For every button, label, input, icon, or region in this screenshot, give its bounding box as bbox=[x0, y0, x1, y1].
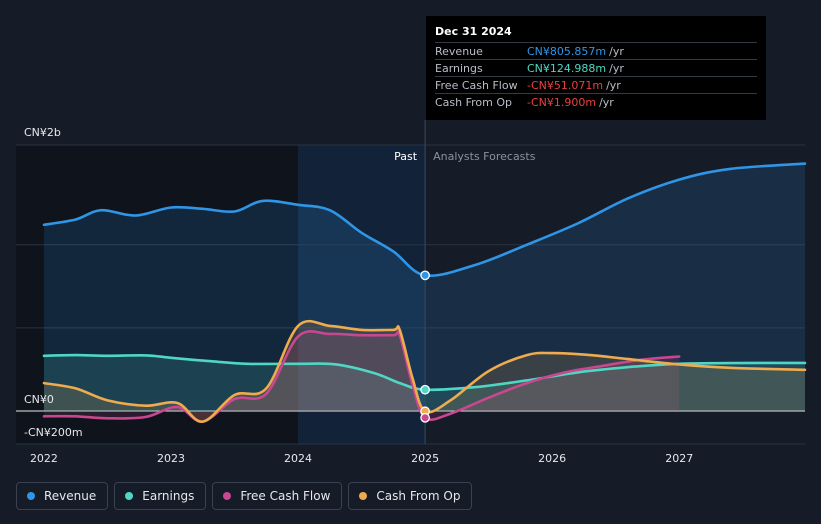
tooltip-row-free-cash-flow: Free Cash Flow -CN¥51.071m/yr bbox=[435, 76, 757, 94]
legend-label: Earnings bbox=[142, 489, 195, 503]
tooltip-value: CN¥805.857m bbox=[527, 45, 607, 58]
tooltip-label: Cash From Op bbox=[435, 96, 513, 109]
chart-legend: Revenue Earnings Free Cash Flow Cash Fro… bbox=[16, 482, 473, 512]
legend-item-cash-from-op[interactable]: Cash From Op bbox=[348, 482, 473, 510]
free-cash-flow-line bbox=[42, 330, 681, 423]
y-axis-label: CN¥0 bbox=[24, 393, 54, 406]
tooltip-label: Revenue bbox=[435, 45, 483, 58]
earnings-marker bbox=[420, 384, 430, 395]
tooltip-row-cash-from-op: Cash From Op -CN¥1.900m/yr bbox=[435, 93, 757, 111]
x-tick-label: 2024 bbox=[284, 452, 312, 465]
legend-item-earnings[interactable]: Earnings bbox=[114, 482, 207, 510]
free-cash-flow-marker bbox=[420, 412, 430, 423]
legend-label: Cash From Op bbox=[376, 489, 461, 503]
tooltip-label: Free Cash Flow bbox=[435, 79, 518, 92]
free-cash-flow-area bbox=[44, 331, 680, 422]
tooltip-row-earnings: Earnings CN¥124.988m/yr bbox=[435, 59, 757, 77]
past-label: Past bbox=[394, 150, 418, 163]
x-tick-label: 2026 bbox=[538, 452, 566, 465]
earnings-line bbox=[42, 353, 807, 392]
tooltip-unit: /yr bbox=[609, 45, 624, 58]
data-tooltip: Dec 31 2024 Revenue CN¥805.857m/yr Earni… bbox=[426, 16, 766, 120]
tooltip-unit: /yr bbox=[606, 79, 621, 92]
tooltip-unit: /yr bbox=[599, 96, 614, 109]
tooltip-unit: /yr bbox=[609, 62, 624, 75]
legend-item-revenue[interactable]: Revenue bbox=[16, 482, 109, 510]
tooltip-date: Dec 31 2024 bbox=[435, 25, 512, 38]
revenue-marker bbox=[420, 270, 430, 281]
legend-item-free-cash-flow[interactable]: Free Cash Flow bbox=[212, 482, 343, 510]
tooltip-row-revenue: Revenue CN¥805.857m/yr bbox=[435, 42, 757, 60]
legend-dot-icon bbox=[27, 492, 35, 500]
x-tick-label: 2023 bbox=[157, 452, 185, 465]
legend-label: Revenue bbox=[44, 489, 97, 503]
x-tick-label: 2022 bbox=[30, 452, 58, 465]
forecast-label: Analysts Forecasts bbox=[433, 150, 536, 163]
legend-dot-icon bbox=[223, 492, 232, 500]
legend-dot-icon bbox=[125, 492, 134, 500]
tooltip-value: -CN¥1.900m bbox=[527, 96, 597, 109]
x-tick-label: 2025 bbox=[411, 452, 439, 465]
series-lines bbox=[42, 162, 807, 423]
y-axis-label: CN¥2b bbox=[24, 126, 61, 139]
tooltip-value: -CN¥51.071m bbox=[527, 79, 604, 92]
x-tick-label: 2027 bbox=[665, 452, 693, 465]
highlight-band bbox=[298, 145, 426, 444]
cash-from-op-line bbox=[42, 319, 807, 423]
tooltip-value: CN¥124.988m bbox=[527, 62, 607, 75]
tooltip-label: Earnings bbox=[435, 62, 483, 75]
revenue-area bbox=[44, 163, 805, 411]
revenue-line bbox=[42, 162, 807, 278]
legend-dot-icon bbox=[359, 492, 368, 500]
y-axis-label: -CN¥200m bbox=[24, 426, 83, 439]
legend-label: Free Cash Flow bbox=[240, 489, 331, 503]
